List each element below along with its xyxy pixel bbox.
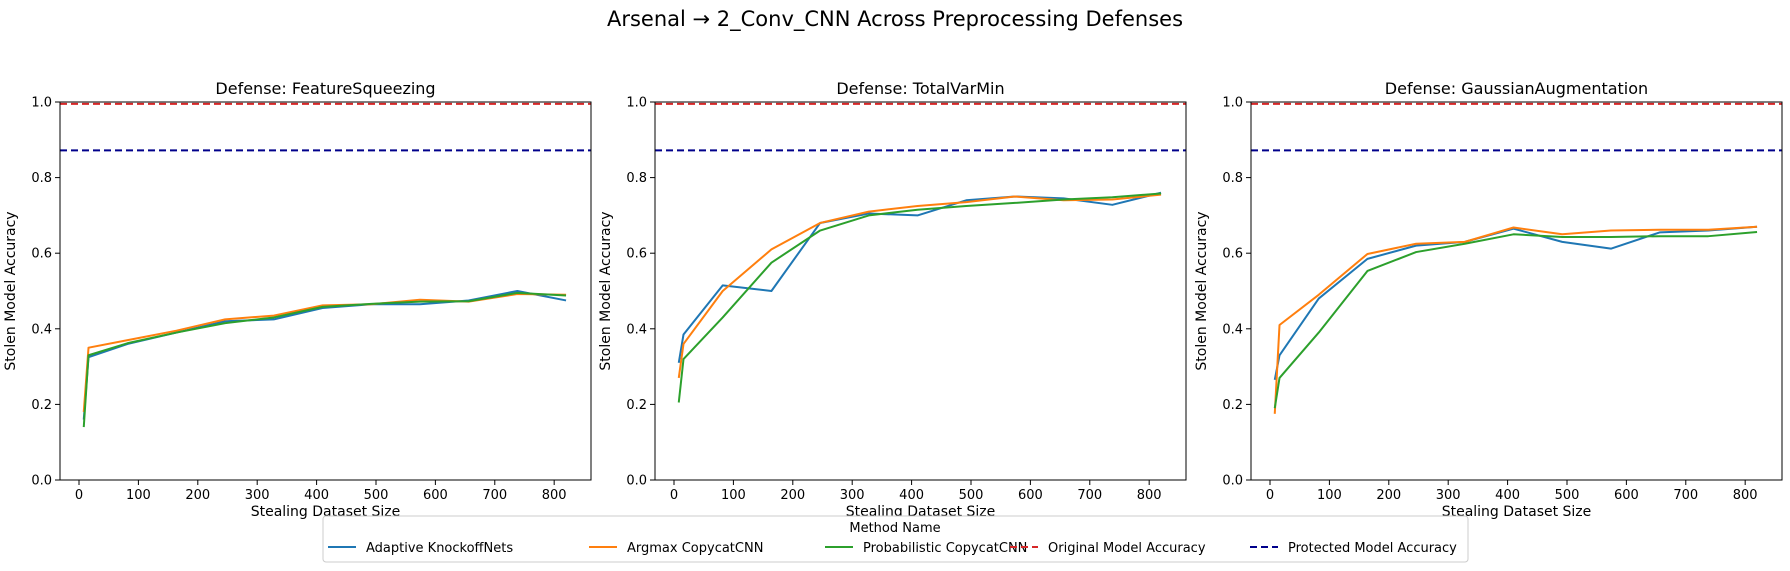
y-tick-label: 0.2 xyxy=(1222,398,1243,413)
x-tick-label: 400 xyxy=(304,488,329,503)
series-line xyxy=(677,192,1162,403)
y-tick-label: 0.2 xyxy=(31,398,52,413)
plot-frame xyxy=(59,101,592,481)
y-tick-label: 0.8 xyxy=(626,171,647,186)
x-tick-label: 100 xyxy=(721,488,746,503)
x-tick-label: 300 xyxy=(840,488,865,503)
x-tick-label: 200 xyxy=(185,488,210,503)
series-line xyxy=(677,191,1162,363)
y-axis-label: Stolen Model Accuracy xyxy=(598,211,614,370)
series-line xyxy=(82,291,567,428)
x-tick-label: 0 xyxy=(75,488,83,503)
chart-panel: Defense: GaussianAugmentation 0 100 200 300 4… xyxy=(1194,79,1783,520)
y-tick-label: 0.4 xyxy=(626,322,647,337)
x-tick-label: 600 xyxy=(1614,488,1639,503)
legend-label: Original Model Accuracy xyxy=(1048,541,1206,556)
legend-label: Probabilistic CopycatCNN xyxy=(863,541,1027,556)
x-tick-label: 200 xyxy=(780,488,805,503)
x-tick-label: 600 xyxy=(1018,488,1043,503)
x-tick-label: 600 xyxy=(423,488,448,503)
x-tick-label: 200 xyxy=(1376,488,1401,503)
x-tick-label: 500 xyxy=(1555,488,1580,503)
plot-area xyxy=(60,102,591,428)
x-axis-label: Stealing Dataset Size xyxy=(1442,504,1592,520)
x-tick-label: 800 xyxy=(542,488,567,503)
x-tick-label: 300 xyxy=(1436,488,1461,503)
y-tick-label: 1.0 xyxy=(31,96,52,111)
y-tick-label: 0.2 xyxy=(626,398,647,413)
y-axis-label: Stolen Model Accuracy xyxy=(1194,211,1210,370)
x-tick-label: 800 xyxy=(1137,488,1162,503)
y-tick-label: 0.6 xyxy=(626,247,647,262)
legend-items: Adaptive KnockoffNets Argmax CopycatCNN Pr… xyxy=(328,541,1457,556)
chart-panel: Defense: TotalVarMin 0 100 200 300 400 500 600 7… xyxy=(598,79,1187,520)
y-tick-label: 0.4 xyxy=(31,322,52,337)
legend: Method Name Adaptive KnockoffNets Argmax … xyxy=(322,515,1469,563)
x-tick-label: 700 xyxy=(1673,488,1698,503)
series-line xyxy=(1273,225,1758,381)
x-tick-label: 700 xyxy=(482,488,507,503)
x-tick-label: 500 xyxy=(364,488,389,503)
legend-label: Adaptive KnockoffNets xyxy=(366,541,513,556)
y-axis-label: Stolen Model Accuracy xyxy=(3,211,19,370)
x-tick-label: 0 xyxy=(670,488,678,503)
y-tick-label: 0.0 xyxy=(31,474,52,489)
y-tick-label: 1.0 xyxy=(1222,96,1243,111)
y-tick-label: 0.0 xyxy=(626,474,647,489)
legend-label: Argmax CopycatCNN xyxy=(627,541,763,556)
x-tick-label: 500 xyxy=(959,488,984,503)
plot-area xyxy=(655,102,1186,403)
x-tick-label: 100 xyxy=(1317,488,1342,503)
y-tick-label: 0.8 xyxy=(1222,171,1243,186)
series-line xyxy=(82,290,567,420)
x-tick-label: 700 xyxy=(1077,488,1102,503)
y-tick-label: 0.0 xyxy=(1222,474,1243,489)
x-tick-label: 400 xyxy=(1495,488,1520,503)
figure-title: Arsenal → 2_Conv_CNN Across Preprocessin… xyxy=(607,7,1183,32)
legend-title: Method Name xyxy=(849,521,940,536)
x-tick-label: 300 xyxy=(245,488,270,503)
chart-panel: Defense: FeatureSqueezing 0 100 200 300 400 50… xyxy=(3,79,592,520)
x-tick-label: 100 xyxy=(126,488,151,503)
plot-area xyxy=(1251,102,1782,414)
panel-title: Defense: FeatureSqueezing xyxy=(215,79,435,98)
y-tick-label: 0.6 xyxy=(31,247,52,262)
x-tick-label: 0 xyxy=(1266,488,1274,503)
series-line xyxy=(1273,231,1758,409)
legend-frame xyxy=(322,515,1469,563)
legend-label: Protected Model Accuracy xyxy=(1288,541,1457,556)
plot-frame xyxy=(654,101,1187,481)
y-tick-label: 0.8 xyxy=(31,171,52,186)
chart-panels: Defense: FeatureSqueezing 0 100 200 300 400 50… xyxy=(3,79,1783,520)
panel-title: Defense: TotalVarMin xyxy=(836,79,1004,98)
series-line xyxy=(1273,225,1758,414)
y-tick-label: 0.6 xyxy=(1222,247,1243,262)
x-tick-label: 800 xyxy=(1733,488,1758,503)
plot-frame xyxy=(1250,101,1783,481)
series-line xyxy=(82,293,567,413)
y-tick-label: 0.4 xyxy=(1222,322,1243,337)
y-tick-label: 1.0 xyxy=(626,96,647,111)
panel-title: Defense: GaussianAugmentation xyxy=(1385,79,1648,98)
x-tick-label: 400 xyxy=(899,488,924,503)
series-line xyxy=(677,193,1162,379)
